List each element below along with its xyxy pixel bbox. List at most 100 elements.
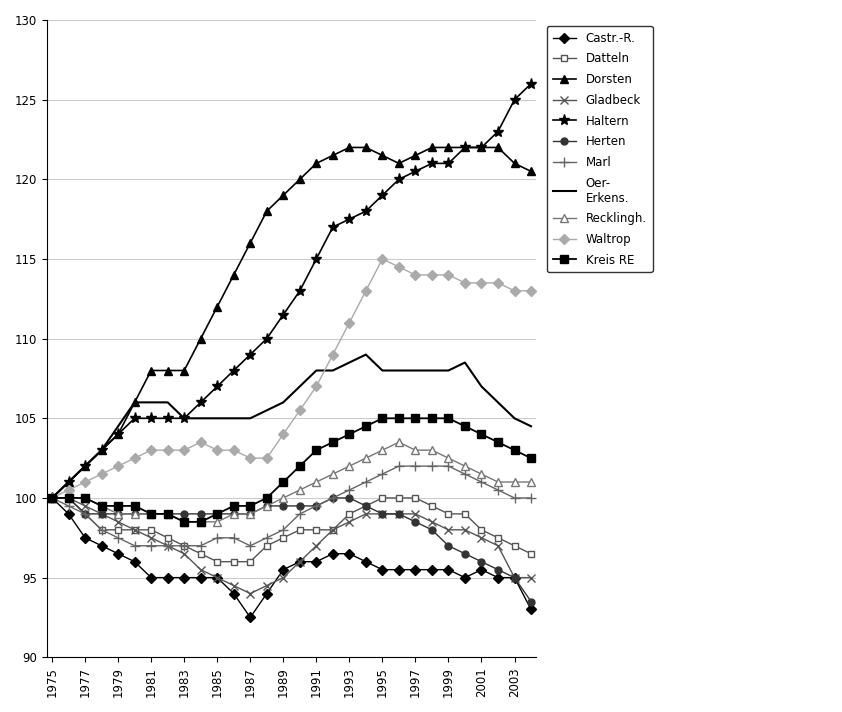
Marl — [212, 533, 222, 542]
Waltrop — [427, 271, 437, 279]
Marl — [444, 462, 454, 471]
Haltern — [47, 493, 57, 502]
Herten — [113, 510, 123, 518]
Castr.-R. — [212, 573, 222, 582]
Haltern — [312, 255, 322, 263]
Kreis RE — [113, 502, 123, 511]
Kreis RE — [63, 493, 73, 502]
Herten — [47, 493, 57, 502]
Herten — [212, 510, 222, 518]
Datteln — [212, 557, 222, 566]
Recklingh. — [113, 510, 123, 518]
Herten — [179, 510, 189, 518]
Gladbeck — [377, 510, 387, 518]
Herten — [312, 502, 322, 511]
Marl — [377, 470, 387, 478]
Oer-
Erkens. — [361, 350, 371, 359]
Datteln — [262, 542, 272, 550]
Haltern — [444, 159, 454, 167]
Marl — [262, 533, 272, 542]
Oer-
Erkens. — [47, 493, 57, 502]
Castr.-R. — [97, 542, 107, 550]
Marl — [394, 462, 404, 471]
Haltern — [245, 350, 255, 359]
Haltern — [80, 462, 90, 471]
Oer-
Erkens. — [262, 406, 272, 414]
Castr.-R. — [394, 565, 404, 574]
Kreis RE — [493, 438, 503, 446]
Castr.-R. — [278, 565, 288, 574]
Herten — [526, 597, 536, 606]
Datteln — [377, 493, 387, 502]
Castr.-R. — [509, 573, 520, 582]
Gladbeck — [80, 502, 90, 511]
Castr.-R. — [229, 590, 239, 598]
Marl — [47, 493, 57, 502]
Castr.-R. — [63, 510, 73, 518]
Waltrop — [361, 286, 371, 295]
Oer-
Erkens. — [477, 382, 487, 391]
Haltern — [212, 382, 222, 391]
Oer-
Erkens. — [427, 366, 437, 375]
Castr.-R. — [312, 557, 322, 566]
Haltern — [526, 80, 536, 88]
Kreis RE — [377, 414, 387, 422]
Recklingh. — [361, 454, 371, 462]
Haltern — [262, 335, 272, 343]
Dorsten — [262, 207, 272, 216]
Recklingh. — [163, 510, 173, 518]
Gladbeck — [460, 525, 470, 534]
Haltern — [63, 478, 73, 486]
Line: Gladbeck: Gladbeck — [48, 494, 536, 597]
Haltern — [344, 215, 354, 224]
Datteln — [312, 525, 322, 534]
Dorsten — [229, 271, 239, 279]
Marl — [312, 502, 322, 511]
Dorsten — [195, 335, 205, 343]
Recklingh. — [460, 462, 470, 471]
Dorsten — [477, 143, 487, 152]
Marl — [130, 542, 140, 550]
Dorsten — [163, 366, 173, 375]
Recklingh. — [477, 470, 487, 478]
Waltrop — [328, 350, 338, 359]
Dorsten — [212, 303, 222, 311]
Kreis RE — [361, 422, 371, 431]
Waltrop — [113, 462, 123, 471]
Gladbeck — [410, 510, 420, 518]
Gladbeck — [328, 525, 338, 534]
Herten — [394, 510, 404, 518]
Line: Castr.-R.: Castr.-R. — [49, 495, 535, 621]
Gladbeck — [361, 510, 371, 518]
Recklingh. — [130, 510, 140, 518]
Herten — [229, 510, 239, 518]
Castr.-R. — [328, 550, 338, 558]
Marl — [295, 510, 305, 518]
Gladbeck — [212, 573, 222, 582]
Oer-
Erkens. — [212, 414, 222, 422]
Dorsten — [344, 143, 354, 152]
Oer-
Erkens. — [80, 462, 90, 471]
Dorsten — [97, 446, 107, 454]
Dorsten — [245, 239, 255, 247]
Kreis RE — [163, 510, 173, 518]
Waltrop — [80, 478, 90, 486]
Gladbeck — [278, 573, 288, 582]
Castr.-R. — [377, 565, 387, 574]
Herten — [262, 502, 272, 511]
Herten — [493, 565, 503, 574]
Haltern — [179, 414, 189, 422]
Datteln — [245, 557, 255, 566]
Oer-
Erkens. — [394, 366, 404, 375]
Recklingh. — [493, 478, 503, 486]
Castr.-R. — [444, 565, 454, 574]
Gladbeck — [229, 581, 239, 590]
Datteln — [460, 510, 470, 518]
Recklingh. — [526, 478, 536, 486]
Gladbeck — [130, 525, 140, 534]
Datteln — [163, 533, 173, 542]
Castr.-R. — [262, 590, 272, 598]
Marl — [245, 542, 255, 550]
Kreis RE — [130, 502, 140, 511]
Datteln — [444, 510, 454, 518]
